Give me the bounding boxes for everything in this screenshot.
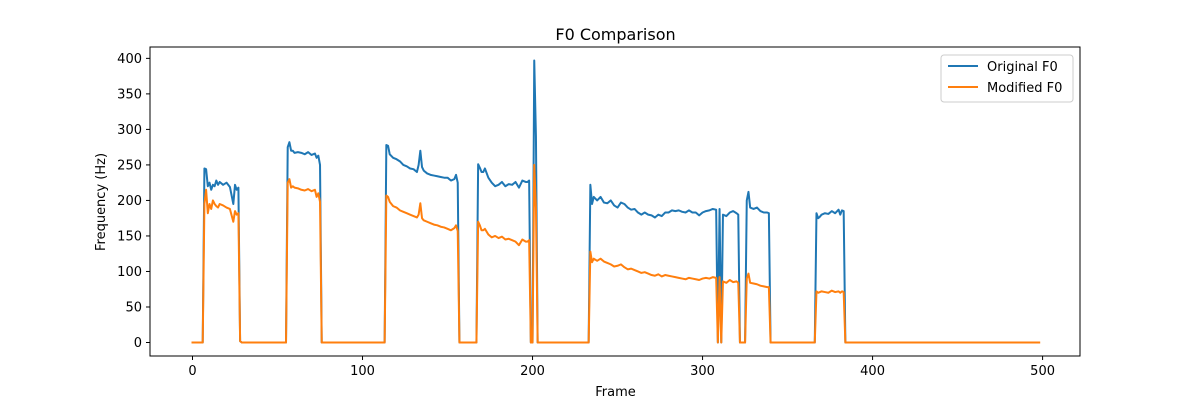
x-tick-label: 500 [1030, 364, 1055, 379]
x-axis-ticks: 0 100 200 300 400 500 [188, 356, 1055, 379]
series-line-modified-f0 [191, 163, 1041, 344]
y-tick-label: 350 [117, 87, 142, 102]
y-tick-label: 0 [134, 336, 142, 351]
plot-frame [149, 46, 1081, 357]
series-lines [191, 59, 1041, 344]
y-tick-label: 150 [117, 229, 142, 244]
y-axis-label: Frequency (Hz) [94, 153, 109, 251]
x-axis-label: Frame [595, 385, 636, 400]
y-tick-label: 100 [117, 265, 142, 280]
x-tick-label: 300 [690, 364, 715, 379]
chart-title: F0 Comparison [555, 25, 675, 44]
y-tick-label: 250 [117, 158, 142, 173]
plot-area [149, 46, 1081, 357]
legend: Original F0 Modified F0 [940, 54, 1074, 103]
y-tick-label: 50 [125, 300, 142, 315]
x-tick-label: 200 [520, 364, 545, 379]
legend-label-original-f0: Original F0 [987, 60, 1058, 75]
x-tick-label: 100 [350, 364, 375, 379]
y-tick-label: 400 [117, 52, 142, 67]
legend-label-modified-f0: Modified F0 [987, 81, 1062, 96]
x-tick-label: 400 [860, 364, 885, 379]
y-tick-label: 200 [117, 194, 142, 209]
y-axis-ticks: 0 50 100 150 200 250 300 350 400 [117, 52, 150, 351]
x-tick-label: 0 [188, 364, 196, 379]
series-line-original-f0 [191, 59, 901, 344]
y-tick-label: 300 [117, 123, 142, 138]
